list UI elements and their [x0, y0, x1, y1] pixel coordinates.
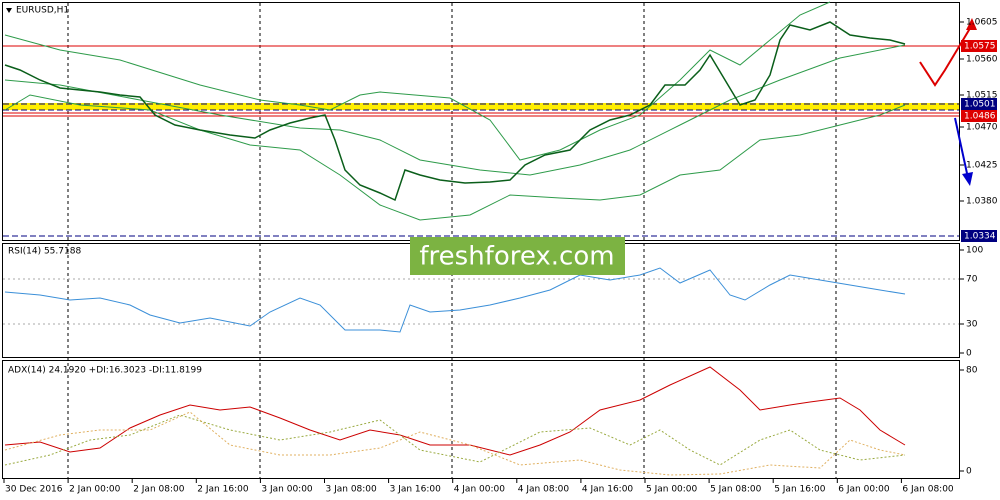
price-tag-label: 1.0486 — [964, 112, 996, 122]
symbol-label: EURUSD,H1 — [16, 6, 69, 16]
adx-label: ADX(14) 24.1920 +DI:16.3023 -DI:11.8199 — [8, 366, 202, 376]
price-tag-label: 1.0334 — [964, 232, 996, 242]
adx-scale-label: 0 — [966, 467, 972, 477]
bollinger-bands — [4, 1, 906, 221]
time-label: 3 Jan 00:00 — [261, 485, 313, 495]
bullish-arrow — [919, 24, 973, 87]
bearish-arrow — [954, 117, 969, 179]
price-tag-label: 1.0501 — [964, 100, 996, 110]
price-tag — [961, 110, 997, 122]
time-label: 3 Jan 16:00 — [390, 485, 442, 495]
watermark-box — [410, 237, 625, 275]
time-label: 6 Jan 08:00 — [902, 485, 954, 495]
time-label: 4 Jan 00:00 — [454, 485, 506, 495]
watermark: freshforex.com — [419, 242, 614, 272]
rsi-scale-label: 30 — [966, 320, 978, 330]
price-label: 1.0560 — [966, 55, 998, 65]
price-tag — [961, 230, 997, 242]
rsi-line — [4, 267, 906, 333]
rsi-scale-label: 70 — [966, 275, 978, 285]
price-label: 1.0380 — [966, 197, 998, 207]
menu-arrow — [6, 8, 12, 13]
price-label: 1.0470 — [966, 123, 998, 133]
rsi-scale-label: 100 — [966, 246, 983, 256]
time-label: 5 Jan 16:00 — [774, 485, 826, 495]
rsi-levels — [3, 278, 959, 325]
plus-di-line — [4, 414, 906, 466]
rsi-scale-label: 0 — [966, 349, 972, 359]
time-label: 4 Jan 08:00 — [518, 485, 570, 495]
arrow-head — [966, 18, 977, 30]
time-label: 30 Dec 2016 — [5, 485, 63, 495]
price-label: 1.0425 — [966, 161, 998, 171]
day-separators — [67, 3, 837, 478]
time-label: 2 Jan 16:00 — [197, 485, 249, 495]
time-label: 4 Jan 16:00 — [582, 485, 634, 495]
time-label: 2 Jan 08:00 — [133, 485, 185, 495]
minus-di-line — [4, 411, 906, 476]
time-label: 5 Jan 08:00 — [710, 485, 762, 495]
support-zone — [3, 103, 959, 110]
price-tag-label: 1.0575 — [964, 42, 996, 52]
level-lines — [3, 103, 959, 237]
time-label: 2 Jan 00:00 — [69, 485, 121, 495]
adx-scale-label: 80 — [966, 366, 978, 376]
price-tag — [961, 98, 997, 110]
price-label: 1.0515 — [966, 91, 998, 101]
adx-frame — [2, 360, 960, 479]
price-label: 1.0605 — [966, 18, 998, 28]
price-tag — [961, 40, 997, 52]
price-line — [4, 21, 906, 202]
time-label: 6 Jan 00:00 — [838, 485, 890, 495]
arrow-head — [962, 172, 973, 186]
time-label: 3 Jan 08:00 — [326, 485, 378, 495]
time-label: 5 Jan 00:00 — [646, 485, 698, 495]
rsi-label: RSI(14) 55.7188 — [8, 247, 81, 257]
